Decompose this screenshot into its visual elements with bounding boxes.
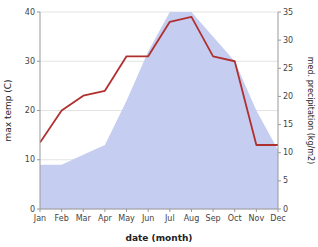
axes: 0 10 20 30 40 0 5 10 15 20 25 30 35 Jan Feb Mar Apr May Ju… [25, 8, 293, 224]
y2-tick [278, 152, 281, 153]
y2-tick-label: 20 [283, 92, 293, 101]
y2-tick-label: 15 [283, 120, 293, 129]
line [40, 17, 278, 145]
y2-axis-title: med. precipitation (kg/m2) [306, 57, 315, 164]
y2-tick-label: 25 [283, 64, 293, 73]
x-tick [104, 209, 105, 212]
x-tick [61, 209, 62, 212]
y2-tick-label: 10 [283, 148, 293, 157]
y2-tick [278, 68, 281, 69]
x-tick [278, 209, 279, 212]
x-tick [213, 209, 214, 212]
x-tick-label: Jun [141, 214, 155, 223]
y-axis-title: max temp (C) [3, 79, 13, 141]
y2-tick [278, 96, 281, 97]
y2-tick [278, 40, 281, 41]
x-tick-label: Oct [228, 214, 242, 223]
y2-tick-label: 30 [283, 36, 293, 45]
x-tick-label: Jul [164, 214, 175, 223]
y2-tick-label: 5 [283, 176, 288, 185]
x-tick [234, 209, 235, 212]
grid [40, 12, 278, 209]
y2-axis-line [278, 12, 279, 209]
y2-tick-label: 0 [283, 205, 288, 214]
y2-tick [278, 124, 281, 125]
x-axis-line [40, 209, 278, 210]
x-tick-label: May [118, 214, 135, 223]
x-tick-label: Nov [249, 214, 265, 223]
x-tick-label: Mar [76, 214, 92, 223]
y-tick-label: 30 [25, 57, 35, 66]
y-tick-label: 10 [25, 155, 35, 164]
x-tick [126, 209, 127, 212]
y-tick [37, 159, 40, 160]
grid-line [40, 209, 278, 210]
x-tick-label: Aug [184, 214, 200, 223]
x-tick-label: Apr [98, 214, 113, 223]
y-tick-label: 0 [30, 205, 35, 214]
plot-area [40, 12, 278, 209]
y-tick-label: 40 [25, 8, 35, 17]
x-tick [169, 209, 170, 212]
x-tick [83, 209, 84, 212]
chart: 0 10 20 30 40 0 5 10 15 20 25 30 35 Jan Feb Mar Apr May Ju… [0, 0, 318, 247]
x-tick [40, 209, 41, 212]
y2-tick-label: 35 [283, 8, 293, 17]
y-tick [37, 110, 40, 111]
x-tick [191, 209, 192, 212]
x-tick-label: Dec [270, 214, 285, 223]
x-axis-title: date (month) [126, 233, 193, 243]
x-tick-label: Feb [55, 214, 69, 223]
y-tick-label: 20 [25, 106, 35, 115]
y2-tick [278, 12, 281, 13]
y-tick [37, 12, 40, 13]
y-tick [37, 61, 40, 62]
x-tick [148, 209, 149, 212]
x-tick [256, 209, 257, 212]
x-tick-label: Jan [33, 214, 46, 223]
x-tick-label: Sep [206, 214, 221, 223]
y2-tick [278, 180, 281, 181]
grid-line [40, 12, 278, 13]
area [40, 12, 278, 209]
